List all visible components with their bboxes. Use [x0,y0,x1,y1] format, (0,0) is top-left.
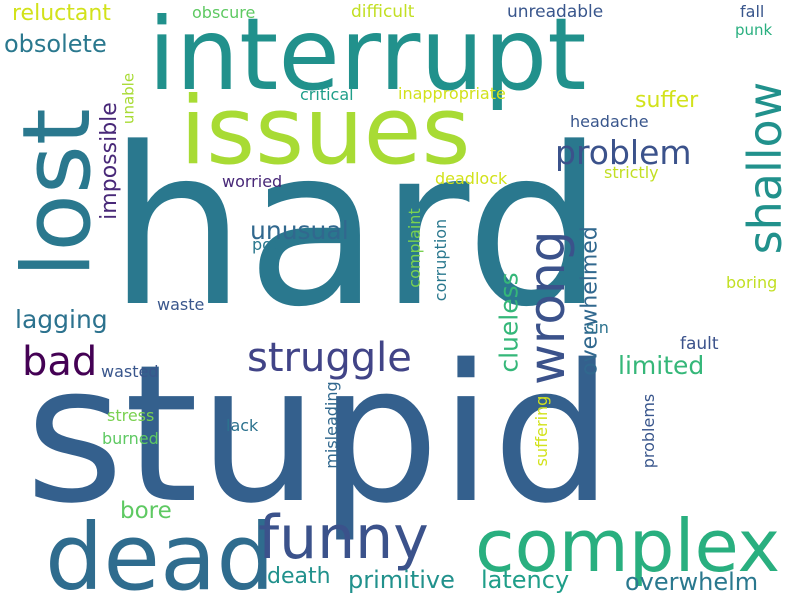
word-death: death [267,564,331,589]
word-waste: waste [157,295,205,314]
word-worried: worried [222,172,283,191]
word-burned: burned [102,429,159,448]
word-strictly: strictly [604,163,659,182]
word-stress: stress [107,406,155,425]
word-limited: limited [618,351,705,380]
word-bore: bore [120,498,172,524]
word-latency: latency [481,566,570,594]
word-suffer: suffer [635,88,699,113]
word-struggle: struggle [247,335,412,381]
word-wasted: wasted [101,362,159,381]
word-reluctant: reluctant [12,1,111,26]
word-punk: punk [735,21,773,39]
word-sin: sin [586,318,609,337]
word-overwhelm: overwhelm [625,568,759,596]
word-lost: lost [3,108,112,278]
word-problems: problems [639,393,658,469]
word-shallow: shallow [738,81,792,255]
word-difficult: difficult [351,2,415,22]
word-problem: problem [555,133,692,172]
word-fault: fault [680,334,719,354]
word-obsolete: obsolete [4,30,107,58]
word-wrong: wrong [518,230,576,385]
word-boring: boring [726,273,778,292]
word-issues: issues [180,77,471,186]
word-complex: complex [475,504,781,588]
word-hard: hard [108,102,604,355]
word-obscure: obscure [192,3,256,22]
word-stupid: stupid [25,324,613,545]
word-funny: funny [258,503,429,573]
word-dead: dead [45,504,275,600]
word-suffering: suffering [532,395,551,467]
word-impossible: impossible [97,102,122,220]
word-interrupt: interrupt [148,0,587,113]
word-unable: unable [119,72,138,125]
word-inappropriate: inappropriate [398,84,506,103]
word-primitive: primitive [348,566,455,594]
word-unreadable: unreadable [507,2,604,22]
word-bad: bad [22,339,98,385]
word-complaint: complaint [405,208,424,288]
word-headache: headache [570,112,649,131]
word-overwhelmed: overwhelmed [577,226,603,376]
word-lack: lack [226,416,259,435]
word-deadlock: deadlock [435,169,508,188]
word-clueless: clueless [494,272,524,373]
word-poor: poor [252,235,289,254]
word-lagging: lagging [15,305,108,334]
word-unusual: unusual [250,216,349,245]
word-critical: critical [300,85,354,104]
word-misleading: misleading [322,381,341,469]
word-corruption: corruption [431,218,450,302]
word-fall: fall [740,2,765,21]
